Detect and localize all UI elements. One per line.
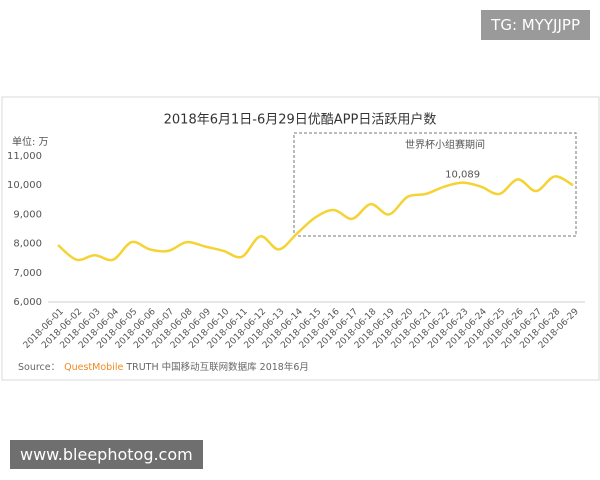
x-tick-label: 2018-06-20 xyxy=(371,307,415,351)
x-tick-label: 2018-06-11 xyxy=(206,307,250,351)
x-tick-label: 2018-06-04 xyxy=(77,307,121,351)
x-tick-label: 2018-06-17 xyxy=(316,307,360,351)
x-tick-label: 2018-06-07 xyxy=(132,307,176,351)
x-tick-label: 2018-06-15 xyxy=(279,307,323,351)
source-prefix: Source： xyxy=(18,362,60,373)
chart-title: 2018年6月1日-6月29日优酷APP日活跃用户数 xyxy=(164,112,437,128)
top-tag: TG: MYYJJPP xyxy=(481,10,590,40)
y-tick-label: 7,000 xyxy=(13,268,42,279)
y-tick-label: 11,000 xyxy=(7,151,42,162)
x-tick-label: 2018-06-13 xyxy=(243,307,287,351)
x-tick-label: 2018-06-01 xyxy=(22,307,66,351)
x-tick-label: 2018-06-10 xyxy=(187,307,231,351)
x-tick-label: 2018-06-18 xyxy=(335,307,379,351)
x-tick-label: 2018-06-26 xyxy=(482,307,526,351)
source-brand: QuestMobile xyxy=(64,362,123,373)
x-tick-label: 2018-06-19 xyxy=(353,307,397,351)
x-tick-label: 2018-06-03 xyxy=(59,307,103,351)
x-tick-label: 2018-06-16 xyxy=(298,307,342,351)
y-tick-label: 6,000 xyxy=(13,297,42,308)
data-line xyxy=(57,175,574,262)
x-tick-label: 2018-06-21 xyxy=(390,307,434,351)
highlight-label: 世界杯小组赛期间 xyxy=(405,138,485,151)
x-tick-label: 2018-06-28 xyxy=(518,307,562,351)
x-tick-label: 2018-06-05 xyxy=(95,307,139,351)
x-tick-label: 2018-06-12 xyxy=(224,307,268,351)
x-tick-label: 2018-06-24 xyxy=(445,307,489,351)
x-tick-label: 2018-06-09 xyxy=(169,307,213,351)
chart-frame xyxy=(1,96,600,381)
x-tick-label: 2018-06-27 xyxy=(500,307,544,351)
x-tick-label: 2018-06-08 xyxy=(151,307,195,351)
value-label: 10,089 xyxy=(445,170,480,181)
x-tick-label: 2018-06-22 xyxy=(408,307,452,351)
bottom-tag: www.bleephotog.com xyxy=(10,440,203,469)
x-tick-label: 2018-06-25 xyxy=(463,307,507,351)
x-tick-label: 2018-06-29 xyxy=(537,307,581,351)
highlight-box xyxy=(293,132,577,237)
x-tick-label: 2018-06-23 xyxy=(426,307,470,351)
unit-label: 单位: 万 xyxy=(12,135,49,148)
y-tick-label: 9,000 xyxy=(13,209,42,220)
x-tick-label: 2018-06-14 xyxy=(261,307,305,351)
x-tick-label: 2018-06-02 xyxy=(40,307,84,351)
source-text: TRUTH 中国移动互联网数据库 2018年6月 xyxy=(125,361,309,373)
x-tick-label: 2018-06-06 xyxy=(114,307,158,351)
source: Source： QuestMobile TRUTH 中国移动互联网数据库 2018年… xyxy=(18,361,309,373)
y-tick-label: 8,000 xyxy=(13,239,42,250)
y-tick-label: 10,000 xyxy=(7,180,42,191)
